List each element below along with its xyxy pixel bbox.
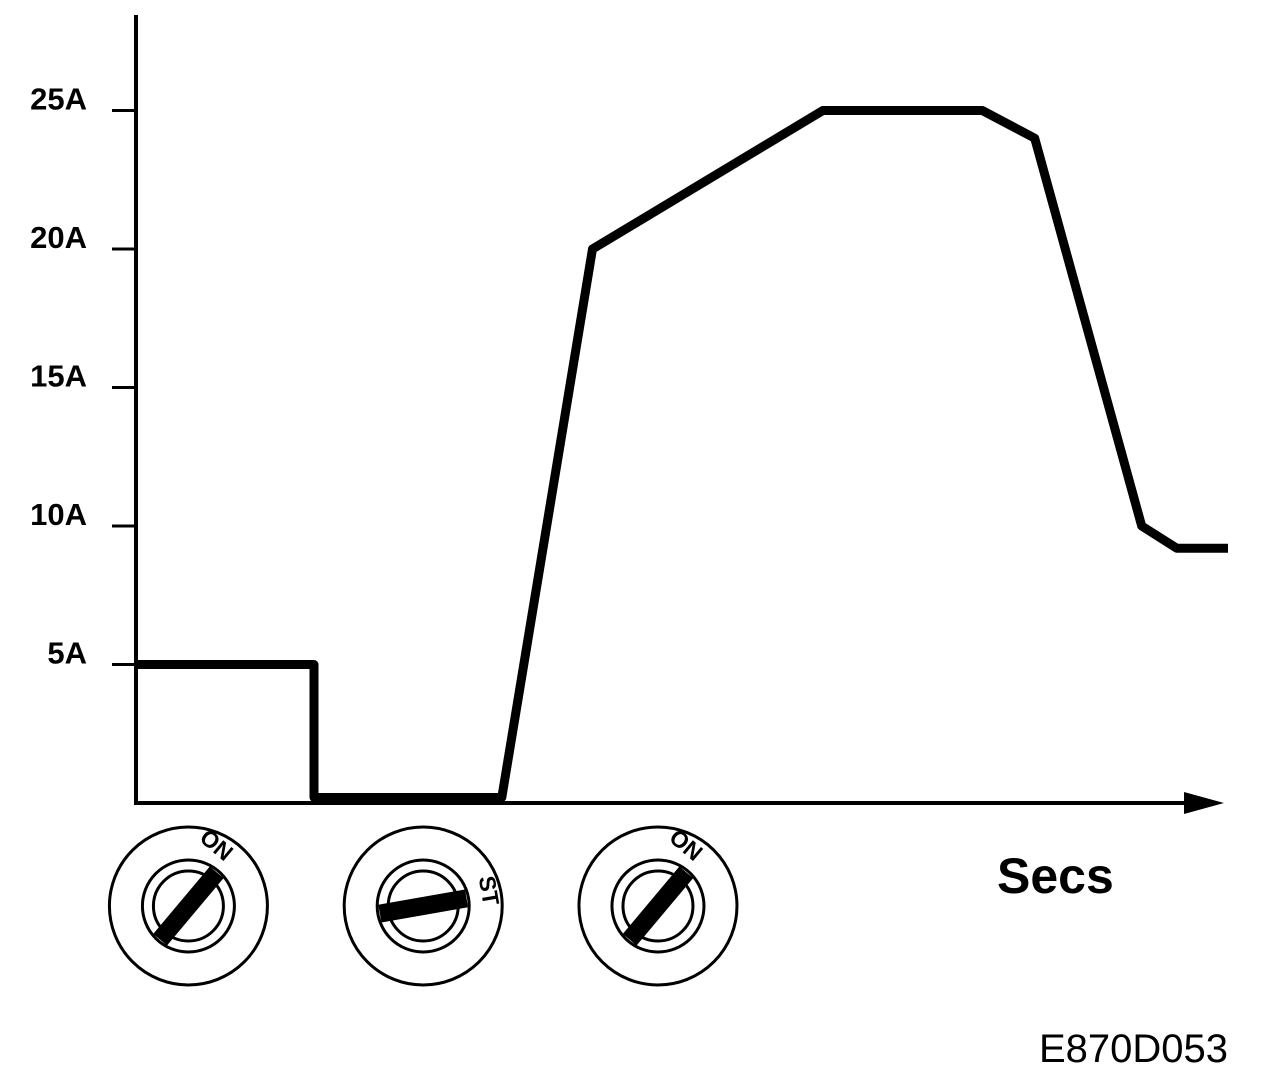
ignition-start-icon: ST bbox=[342, 825, 505, 987]
y-tick-label: 20A bbox=[30, 220, 87, 255]
ignition-label: ON bbox=[195, 824, 238, 866]
y-tick-label: 15A bbox=[30, 359, 87, 394]
y-tick-label: 10A bbox=[30, 497, 87, 532]
current-curve bbox=[136, 106, 1228, 802]
ignition-label: ST bbox=[474, 874, 505, 907]
ignition-label: ON bbox=[665, 824, 708, 866]
y-tick-label: 5A bbox=[47, 636, 87, 671]
y-tick-label: 25A bbox=[30, 82, 87, 117]
x-axis-title: Secs bbox=[997, 848, 1114, 904]
ignition-on-icon: ON bbox=[107, 824, 269, 987]
x-axis-arrow bbox=[1184, 792, 1224, 814]
ignition-on-icon: ON bbox=[577, 824, 739, 987]
figure-code: E870D053 bbox=[1039, 1027, 1228, 1071]
